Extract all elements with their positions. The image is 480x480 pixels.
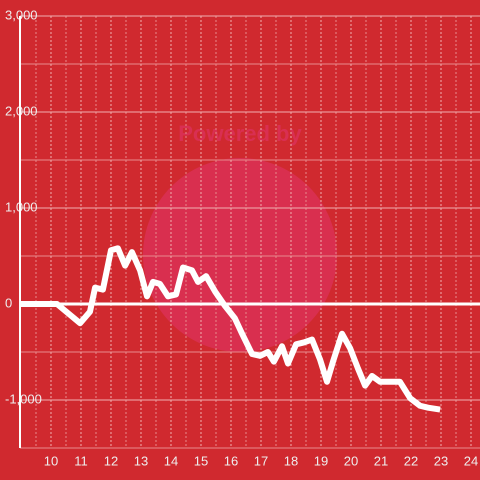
y-tick-label: 1,000: [5, 199, 38, 214]
x-tick-label: 22: [404, 453, 418, 468]
x-tick-label: 20: [344, 453, 358, 468]
x-tick-label: 13: [134, 453, 148, 468]
x-tick-label: 14: [164, 453, 178, 468]
x-tick-label: 10: [44, 453, 58, 468]
y-tick-label: 3,000: [5, 7, 38, 22]
watermark: Powered by: [178, 121, 302, 146]
x-tick-label: 15: [194, 453, 208, 468]
x-tick-label: 24: [464, 453, 478, 468]
x-tick-label: 11: [74, 453, 88, 468]
y-tick-label: -1,000: [5, 391, 42, 406]
y-tick-label: 0: [5, 295, 12, 310]
x-tick-label: 21: [374, 453, 388, 468]
x-tick-label: 23: [434, 453, 448, 468]
x-tick-label: 18: [284, 453, 298, 468]
x-tick-label: 16: [224, 453, 238, 468]
x-tick-label: 12: [104, 453, 118, 468]
x-tick-label: 19: [314, 453, 328, 468]
data-line: [20, 245, 441, 413]
x-tick-label: 17: [254, 453, 268, 468]
y-tick-label: 2,000: [5, 103, 38, 118]
